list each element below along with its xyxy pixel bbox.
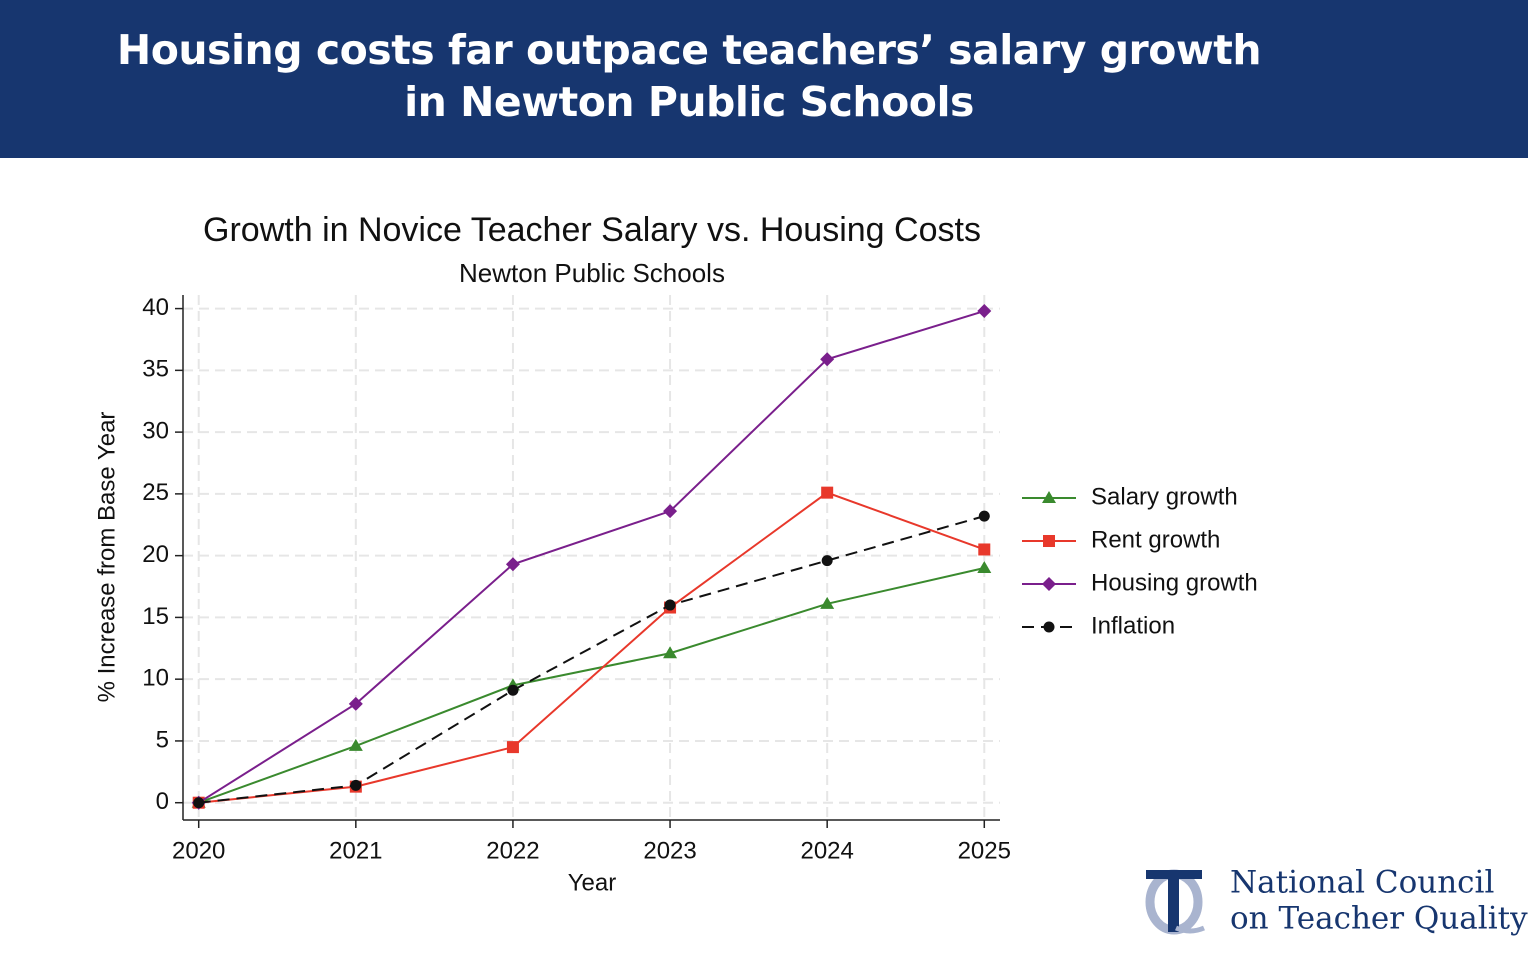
y-tick-label: 25	[142, 479, 169, 506]
marker	[348, 738, 363, 751]
legend-label: Inflation	[1091, 612, 1175, 639]
marker	[664, 599, 676, 611]
legend-label: Housing growth	[1091, 569, 1258, 596]
marker	[193, 797, 205, 809]
y-axis-label: % Increase from Base Year	[93, 412, 120, 703]
y-tick-label: 20	[142, 541, 169, 568]
y-tick-label: 35	[142, 356, 169, 383]
marker	[1043, 621, 1055, 633]
marker	[1043, 535, 1055, 547]
marker	[820, 352, 835, 367]
y-tick-label: 0	[156, 788, 169, 815]
series-line	[198, 310, 985, 804]
marker	[1042, 577, 1056, 591]
series-line	[198, 515, 985, 804]
x-tick-label: 2023	[643, 837, 696, 864]
x-tick-label: 2021	[329, 837, 382, 864]
y-tick-label: 15	[142, 603, 169, 630]
marker	[506, 741, 519, 754]
legend-label: Rent growth	[1091, 526, 1220, 553]
y-tick-label: 5	[156, 726, 169, 753]
marker	[977, 561, 992, 573]
x-tick-label: 2024	[800, 837, 853, 864]
marker	[507, 684, 519, 696]
x-tick-label: 2022	[486, 837, 539, 864]
marker	[663, 504, 678, 519]
logo-icon	[1145, 869, 1205, 935]
marker	[505, 557, 520, 572]
marker	[350, 779, 362, 791]
chart-title: Growth in Novice Teacher Salary vs. Hous…	[203, 211, 981, 249]
chart-subtitle: Newton Public Schools	[459, 258, 725, 288]
series-line	[198, 491, 985, 804]
marker	[821, 486, 834, 499]
x-tick-label: 2025	[958, 837, 1011, 864]
marker	[348, 696, 363, 711]
y-tick-label: 40	[142, 294, 169, 321]
marker	[978, 543, 991, 556]
header-banner	[0, 0, 1528, 158]
legend-label: Salary growth	[1091, 483, 1238, 510]
x-axis-label: Year	[568, 869, 617, 896]
logo-text: National Council	[1230, 865, 1494, 901]
marker	[1042, 491, 1056, 503]
logo-text: on Teacher Quality	[1230, 901, 1528, 937]
marker	[820, 596, 835, 609]
series-line	[198, 567, 985, 804]
x-tick-label: 2020	[172, 837, 225, 864]
y-tick-label: 30	[142, 417, 169, 444]
marker	[978, 510, 990, 522]
headline: Housing costs far outpace teachers’ sala…	[116, 26, 1262, 126]
marker	[977, 304, 992, 319]
marker	[663, 646, 678, 659]
y-tick-label: 10	[142, 665, 169, 692]
marker	[821, 555, 833, 567]
